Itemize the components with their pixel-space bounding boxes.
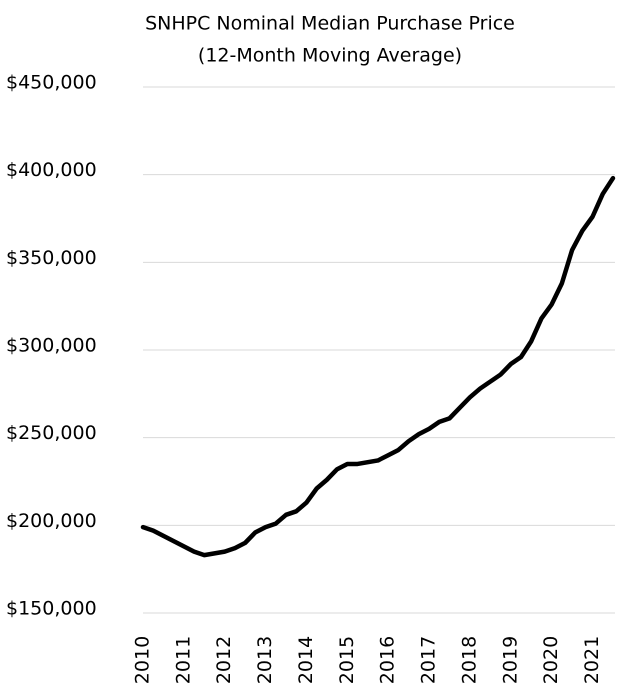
x-tick-label: 2019	[499, 636, 521, 684]
y-tick-label: $200,000	[6, 510, 97, 532]
price-line	[140, 175, 616, 558]
y-tick-label: $250,000	[6, 422, 97, 444]
x-tick-label: 2012	[213, 636, 235, 684]
x-tick-label: 2021	[581, 636, 603, 684]
x-tick-label: 2014	[295, 636, 317, 684]
y-tick-label: $350,000	[6, 247, 97, 269]
x-tick-label: 2016	[377, 636, 399, 684]
x-tick-label: 2017	[418, 636, 440, 684]
y-tick-label: $150,000	[6, 598, 97, 620]
chart-title: SNHPC Nominal Median Purchase Price	[145, 13, 515, 35]
x-tick-label: 2020	[540, 636, 562, 684]
x-tick-label: 2015	[336, 636, 358, 684]
x-tick-label: 2011	[172, 636, 194, 684]
y-tick-label: $450,000	[6, 72, 97, 94]
y-tick-label: $400,000	[6, 159, 97, 181]
x-tick-label: 2018	[458, 636, 480, 684]
x-tick-label: 2010	[132, 636, 154, 684]
chart-subtitle: (12-Month Moving Average)	[198, 45, 462, 67]
x-tick-label: 2013	[254, 636, 276, 684]
y-tick-label: $300,000	[6, 335, 97, 357]
